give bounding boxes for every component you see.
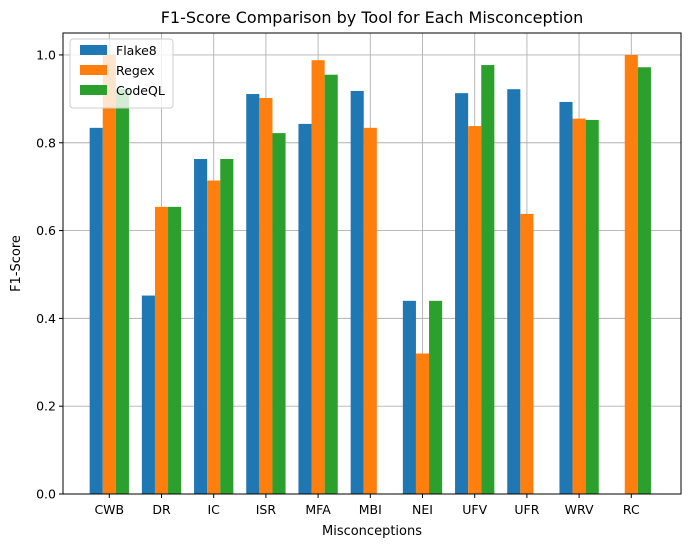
y-axis-label: F1-Score <box>9 235 24 292</box>
y-tick-label: 0.4 <box>36 311 56 326</box>
x-tick-label: IC <box>207 502 220 517</box>
y-tick-label: 0.0 <box>36 487 56 502</box>
bars-layer <box>89 54 651 495</box>
legend-label-regex: Regex <box>116 63 155 78</box>
bar-codeql-isr <box>272 133 286 495</box>
y-tick-label: 1.0 <box>36 47 56 62</box>
bar-flake8-wrv <box>559 101 573 494</box>
bar-regex-isr <box>259 97 273 494</box>
x-tick-label: MBI <box>359 502 382 517</box>
bar-codeql-mfa <box>324 74 338 494</box>
bar-codeql-rc <box>637 67 651 494</box>
bar-flake8-dr <box>141 295 155 494</box>
bar-codeql-wrv <box>585 119 599 494</box>
bar-flake8-mbi <box>350 90 364 494</box>
x-tick-label: UFR <box>514 502 539 517</box>
bar-regex-wrv <box>572 118 586 494</box>
bar-regex-rc <box>624 54 638 494</box>
y-tick-label: 0.6 <box>36 223 56 238</box>
bar-flake8-nei <box>402 300 416 494</box>
legend: Flake8 Regex CodeQL <box>69 38 174 109</box>
y-tick-label: 0.8 <box>36 135 56 150</box>
x-tick-label: CWB <box>94 502 124 517</box>
bar-regex-ic <box>207 180 221 494</box>
x-axis-label: Misconceptions <box>322 524 422 539</box>
bar-codeql-dr <box>168 206 182 494</box>
axes-layer: 0.0 0.2 0.4 0.6 0.8 1.0 CWB DR IC ISR MFA MBI NEI UFV… <box>36 32 682 517</box>
chart-title: F1-Score Comparison by Tool for Each Mis… <box>161 8 584 27</box>
legend-swatch-flake8 <box>80 45 107 55</box>
bar-regex-mbi <box>363 127 377 494</box>
bar-flake8-ic <box>194 159 208 495</box>
legend-label-codeql: CodeQL <box>116 83 165 98</box>
legend-swatch-regex <box>80 65 107 75</box>
bar-regex-mfa <box>311 60 325 495</box>
bar-flake8-cwb <box>89 127 103 494</box>
bar-codeql-nei <box>429 300 443 494</box>
y-tick-label: 0.2 <box>36 399 56 414</box>
bar-codeql-ic <box>220 159 234 495</box>
bar-regex-nei <box>415 353 430 494</box>
bar-codeql-ufv <box>481 65 495 494</box>
bar-flake8-mfa <box>298 123 312 494</box>
bar-flake8-isr <box>246 94 260 494</box>
bar-regex-cwb <box>102 54 116 494</box>
bar-flake8-ufr <box>507 89 521 495</box>
bar-regex-dr <box>154 206 169 494</box>
bar-codeql-cwb <box>115 88 129 495</box>
plot-frame <box>62 32 682 495</box>
x-tick-label: RC <box>623 502 640 517</box>
x-tick-label: NEI <box>412 502 433 517</box>
legend-swatch-codeql <box>80 85 107 95</box>
bar-regex-ufv <box>468 126 482 494</box>
bar-flake8-ufv <box>455 93 469 494</box>
x-tick-label: MFA <box>305 502 331 517</box>
x-tick-label: ISR <box>256 502 277 517</box>
x-tick-label: UFV <box>462 502 487 517</box>
legend-label-flake8: Flake8 <box>116 43 157 58</box>
bar-regex-ufr <box>520 213 534 494</box>
x-tick-label: WRV <box>565 502 594 517</box>
x-tick-label: DR <box>152 502 171 517</box>
